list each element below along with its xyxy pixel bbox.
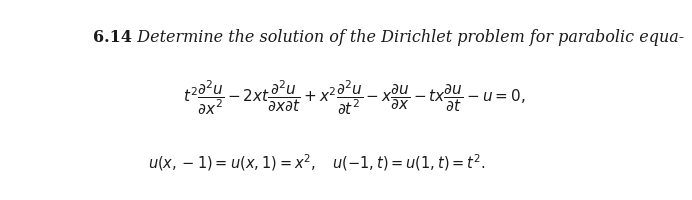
Text: $u(x,-1) = u(x,1) = x^2, \quad u(-1,t) = u(1,t) = t^2.$: $u(x,-1) = u(x,1) = x^2, \quad u(-1,t) =… — [148, 152, 486, 173]
Text: 6.14: 6.14 — [93, 29, 132, 46]
Text: Determine the solution of the Dirichlet problem for parabolic equa-: Determine the solution of the Dirichlet … — [127, 29, 684, 46]
Text: $t^2\dfrac{\partial^2 u}{\partial x^2} - 2xt\dfrac{\partial^2 u}{\partial x\part: $t^2\dfrac{\partial^2 u}{\partial x^2} -… — [183, 79, 526, 117]
